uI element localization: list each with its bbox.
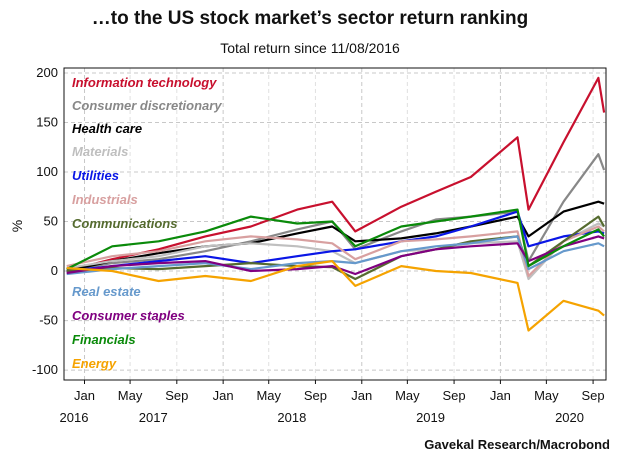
x-year-label: 2018 <box>277 410 306 425</box>
y-tick-label: 200 <box>36 65 58 80</box>
legend-entry: Industrials <box>72 192 138 207</box>
x-tick-label: Jan <box>213 388 234 403</box>
series-line-energy <box>66 260 605 332</box>
x-tick-label: May <box>534 388 559 403</box>
x-year-label: 2019 <box>416 410 445 425</box>
series-line-health-care <box>66 200 605 273</box>
y-axis-label: % <box>9 220 25 232</box>
source-credit: Gavekal Research/Macrobond <box>424 437 610 452</box>
series-line-real-estate <box>66 235 605 276</box>
y-tick-label: 150 <box>36 114 58 129</box>
legend-entry: Consumer staples <box>72 308 185 323</box>
x-tick-label: Jan <box>490 388 511 403</box>
legend-entry: Financials <box>72 332 136 347</box>
x-tick-label: May <box>395 388 420 403</box>
x-tick-label: Jan <box>74 388 95 403</box>
y-tick-label: 50 <box>44 214 58 229</box>
x-tick-label: May <box>118 388 143 403</box>
legend-entry: Health care <box>72 121 142 136</box>
series-line-industrials <box>66 225 605 278</box>
legend-entry: Materials <box>72 144 128 159</box>
series-line-consumer-staples <box>66 235 605 276</box>
legend-entry: Consumer discretionary <box>72 98 222 113</box>
series-lines <box>66 76 606 332</box>
y-tick-label: -50 <box>39 313 58 328</box>
chart-title: …to the US stock market’s sector return … <box>91 8 529 29</box>
x-year-label: 2020 <box>555 410 584 425</box>
x-year-label: 2017 <box>139 410 168 425</box>
grid <box>64 68 606 380</box>
legend-entry: Information technology <box>72 75 217 90</box>
y-tick-label: 0 <box>51 263 58 278</box>
chart-subtitle: Total return since 11/08/2016 <box>220 40 400 56</box>
legend-entry: Utilities <box>72 168 119 183</box>
x-tick-label: Sep <box>304 388 327 403</box>
plot-frame <box>63 67 607 381</box>
x-axis-ticks: JanMaySepJanMaySepJanMaySepJanMaySepJanM… <box>60 380 605 425</box>
series-line-information-technology <box>66 76 606 273</box>
y-tick-label: 100 <box>36 164 58 179</box>
y-axis-ticks: -100 -50 0 50 100 150 200 <box>32 65 58 377</box>
x-tick-label: Sep <box>165 388 188 403</box>
x-tick-label: Jan <box>351 388 372 403</box>
legend-entry: Real estate <box>72 284 141 299</box>
series-line-financials <box>66 208 605 271</box>
x-tick-label: Sep <box>582 388 605 403</box>
x-year-label: 2016 <box>60 410 89 425</box>
legend: Information technology Consumer discretio… <box>72 75 222 371</box>
y-tick-label: -100 <box>32 362 58 377</box>
legend-entry: Energy <box>72 356 117 371</box>
legend-entry: Communications <box>72 216 177 231</box>
x-tick-label: Sep <box>443 388 466 403</box>
series-line-utilities <box>66 210 605 273</box>
x-tick-label: May <box>256 388 281 403</box>
